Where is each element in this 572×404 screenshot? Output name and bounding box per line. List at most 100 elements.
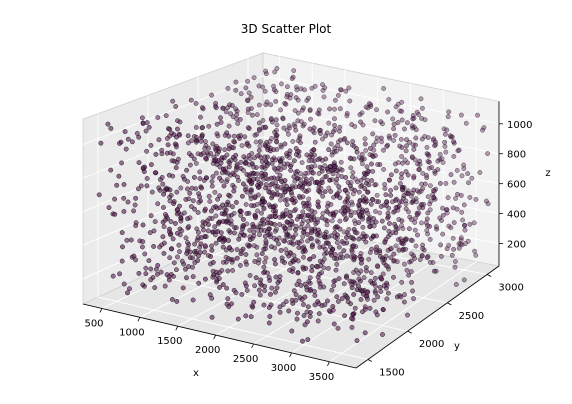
- data-point: [165, 126, 171, 132]
- data-point: [165, 142, 171, 148]
- data-point: [197, 194, 203, 200]
- data-point: [337, 124, 343, 130]
- data-point: [178, 185, 184, 191]
- data-point: [220, 105, 226, 111]
- data-point: [166, 277, 172, 283]
- data-point: [183, 266, 188, 272]
- data-point: [460, 217, 466, 223]
- data-point: [399, 239, 405, 244]
- data-point: [212, 224, 218, 230]
- data-point: [299, 238, 305, 244]
- data-point: [121, 209, 127, 214]
- data-point: [404, 143, 409, 149]
- data-point: [396, 217, 402, 222]
- data-point: [244, 211, 250, 217]
- data-point: [301, 313, 307, 318]
- data-point: [277, 222, 283, 227]
- data-point: [234, 161, 240, 167]
- data-point: [383, 253, 389, 259]
- data-point: [199, 185, 205, 191]
- x-axis-line: [82, 303, 357, 369]
- data-point: [197, 244, 203, 250]
- data-point: [315, 318, 321, 324]
- data-point: [361, 275, 367, 281]
- data-point: [372, 118, 378, 124]
- data-point: [398, 294, 404, 300]
- data-point: [224, 177, 230, 183]
- data-point: [380, 332, 385, 337]
- data-point: [426, 153, 432, 159]
- data-point: [400, 247, 406, 253]
- data-point: [202, 146, 208, 151]
- data-point: [334, 240, 340, 246]
- data-point: [363, 148, 369, 153]
- data-point: [212, 145, 218, 151]
- data-point: [381, 202, 387, 208]
- data-point: [435, 158, 441, 164]
- data-point: [347, 98, 353, 104]
- data-point: [272, 261, 278, 267]
- data-point: [342, 136, 348, 141]
- data-point: [286, 131, 291, 137]
- data-point: [362, 304, 368, 310]
- data-point: [193, 160, 199, 166]
- data-point: [322, 174, 328, 180]
- data-point: [249, 112, 255, 118]
- data-point: [373, 290, 379, 296]
- data-point: [387, 221, 392, 226]
- data-point: [306, 196, 312, 202]
- data-point: [273, 274, 279, 280]
- x-tick-label: 3000: [271, 363, 296, 374]
- data-point: [215, 133, 221, 139]
- data-point: [401, 193, 407, 198]
- data-point: [423, 220, 429, 226]
- data-point: [445, 114, 451, 120]
- data-point: [412, 219, 418, 225]
- data-point: [177, 232, 183, 238]
- data-point: [350, 191, 356, 197]
- data-point: [246, 90, 252, 96]
- data-point: [173, 165, 179, 171]
- data-point: [341, 248, 347, 254]
- data-point: [326, 147, 332, 153]
- data-point: [210, 274, 216, 280]
- data-point: [463, 120, 469, 126]
- data-point: [199, 105, 205, 111]
- data-point: [300, 217, 306, 223]
- data-point: [356, 283, 361, 289]
- data-point: [350, 138, 356, 144]
- data-point: [273, 117, 279, 123]
- data-point: [192, 206, 197, 212]
- data-point: [156, 137, 162, 143]
- data-point: [289, 328, 295, 334]
- data-point: [146, 124, 152, 130]
- data-point: [403, 148, 409, 154]
- data-point: [329, 218, 335, 224]
- data-point: [298, 119, 304, 125]
- data-point: [399, 117, 405, 123]
- data-point: [397, 143, 403, 149]
- data-point: [261, 227, 267, 233]
- data-point: [307, 154, 313, 160]
- data-point: [441, 126, 447, 132]
- data-point: [325, 265, 331, 271]
- data-point: [328, 141, 334, 147]
- data-point: [148, 162, 154, 168]
- data-point: [349, 324, 355, 330]
- data-point: [220, 282, 226, 288]
- data-point: [170, 173, 176, 179]
- data-point: [198, 114, 203, 120]
- data-point: [211, 205, 216, 211]
- data-point: [370, 196, 376, 202]
- x-tick-mark: [99, 308, 103, 313]
- data-point: [185, 179, 191, 184]
- data-point: [277, 309, 283, 315]
- data-point: [367, 215, 373, 221]
- data-point: [193, 139, 199, 145]
- data-point: [413, 243, 419, 249]
- data-point: [210, 174, 216, 180]
- data-point: [316, 301, 322, 307]
- data-point: [220, 239, 226, 245]
- data-point: [360, 216, 366, 222]
- data-point: [233, 167, 239, 173]
